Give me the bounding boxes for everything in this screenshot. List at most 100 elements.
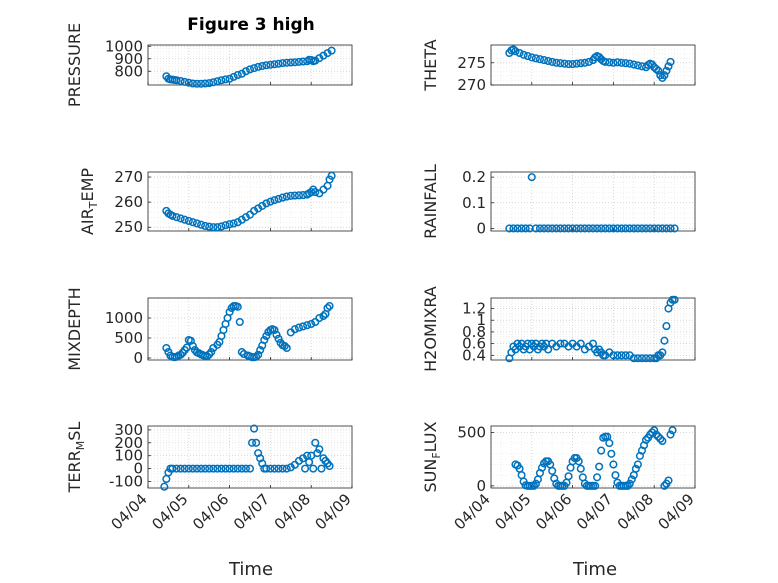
data-point (262, 331, 271, 341)
data-point (180, 77, 189, 86)
data-point (633, 224, 642, 233)
data-point (225, 464, 234, 473)
data-point (309, 464, 318, 473)
data-point (180, 464, 189, 473)
data-point (290, 191, 299, 200)
subplot-terr-msl-x-tick-label: 04/06 (189, 490, 232, 533)
data-point (607, 449, 616, 458)
data-point (233, 70, 242, 80)
data-point (584, 224, 593, 233)
data-point (617, 224, 626, 233)
data-point (252, 438, 261, 447)
data-point (654, 66, 663, 75)
data-point (237, 347, 246, 357)
data-point (225, 307, 234, 317)
subplot-mixdepth-points (162, 301, 334, 362)
subplot-air-temp-y-tick-label: 260 (114, 193, 143, 211)
data-point (574, 457, 583, 466)
data-point (225, 74, 234, 83)
subplot-pressure-points (162, 46, 336, 88)
data-point (196, 79, 206, 88)
data-point (217, 222, 226, 231)
data-point (237, 464, 246, 473)
subplot-pressure-y-tick-label: 800 (114, 62, 143, 80)
data-point (325, 461, 334, 471)
data-point (593, 224, 602, 233)
subplot-rainfall-y-tick-label: 0.1 (462, 194, 486, 212)
data-point (274, 334, 283, 343)
data-point (595, 462, 604, 471)
data-point (613, 351, 622, 360)
data-point (609, 224, 618, 233)
data-point (652, 430, 661, 439)
data-point (250, 424, 259, 433)
data-point (278, 59, 287, 68)
subplot-terr-msl-x-tick-label: 04/07 (230, 490, 273, 533)
data-point (213, 77, 222, 86)
data-point (601, 57, 610, 66)
data-point (266, 197, 275, 206)
data-point (184, 78, 193, 87)
data-point (595, 52, 604, 62)
data-point (205, 222, 214, 231)
subplot-theta-y-tick-label: 275 (457, 54, 486, 72)
data-point (531, 479, 540, 488)
data-point (209, 223, 218, 232)
data-point (294, 191, 304, 200)
data-point (654, 224, 663, 233)
data-point (660, 481, 669, 490)
data-point (580, 224, 589, 233)
data-point (245, 464, 255, 473)
data-point (548, 466, 557, 475)
data-point (270, 325, 279, 335)
subplot-rainfall-y-tick-label: 0.2 (462, 168, 486, 186)
data-point (282, 464, 291, 473)
subplot-h2omixra-y-tick-label: 0.6 (462, 335, 486, 353)
subplot-terr-msl-axis-box (147, 425, 353, 489)
data-point (564, 60, 573, 69)
data-point (627, 475, 636, 484)
data-point (286, 58, 295, 67)
data-point (560, 59, 569, 68)
subplot-sun-flux-x-tick-label: 04/05 (491, 490, 534, 533)
data-point (221, 75, 230, 84)
figure-title: Figure 3 high (187, 15, 315, 35)
data-point (172, 76, 181, 85)
data-point (560, 224, 569, 233)
subplot-sun-flux-y-label: SUNFLUX (421, 421, 443, 492)
data-point (593, 473, 602, 482)
data-point (605, 224, 614, 233)
data-point (629, 224, 638, 233)
data-point (576, 464, 585, 473)
data-point (196, 220, 206, 229)
data-point (196, 464, 206, 473)
data-point (625, 59, 634, 68)
data-point (621, 59, 630, 68)
data-point (641, 435, 651, 444)
data-point (245, 65, 255, 74)
data-point (319, 311, 328, 321)
subplot-h2omixra-y-tick-label: 1 (476, 311, 486, 329)
data-point (315, 445, 324, 454)
subplot-terr-msl-y-label: TERRMSL (65, 422, 87, 494)
data-point (286, 191, 295, 200)
data-point (631, 464, 640, 473)
data-point (531, 54, 540, 63)
data-point (205, 79, 214, 88)
data-point (201, 79, 210, 88)
subplot-h2omixra: 0.40.60.811.2 H2OMIXRA (421, 286, 696, 372)
data-point (221, 464, 230, 473)
data-point (282, 192, 291, 201)
data-point (176, 214, 185, 223)
data-point (188, 341, 197, 351)
data-point (633, 460, 642, 469)
subplot-sun-flux-x-tick-label: 04/09 (655, 490, 698, 533)
subplot-mixdepth-y-tick-label: 1000 (105, 309, 143, 327)
data-point (294, 323, 304, 332)
data-point (572, 224, 581, 233)
data-point (590, 481, 600, 490)
data-point (650, 224, 659, 233)
data-point (192, 79, 202, 88)
data-point (192, 464, 202, 473)
